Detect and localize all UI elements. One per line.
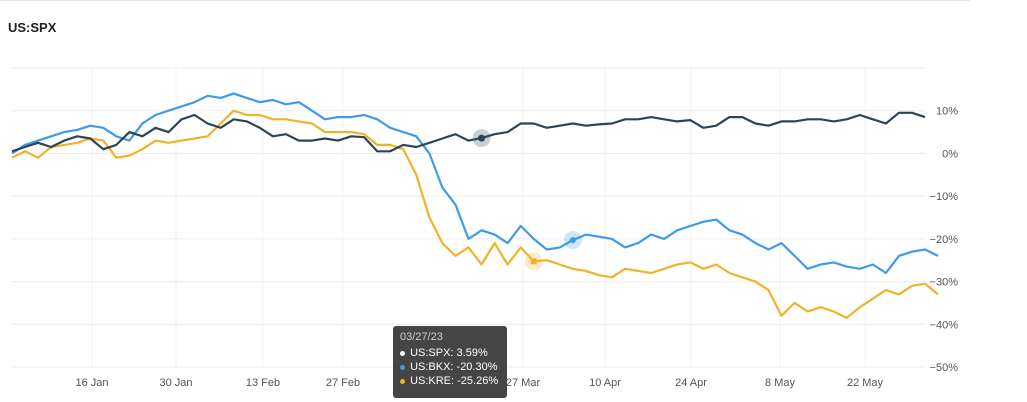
y-tick-label: −10% bbox=[930, 191, 959, 203]
x-tick-label: 30 Jan bbox=[159, 377, 192, 389]
x-tick-label: 27 Feb bbox=[326, 377, 360, 389]
x-tick-label: 8 May bbox=[765, 377, 795, 389]
y-tick-label: 0% bbox=[942, 148, 958, 160]
tooltip-value: 3.59% bbox=[456, 347, 488, 359]
series-line-us-kre bbox=[11, 109, 939, 319]
tooltip-row-kre: US:KRE: -25.26% bbox=[400, 374, 500, 388]
tooltip-value: -25.26% bbox=[457, 375, 499, 387]
tooltip-label: US:BKX: bbox=[410, 361, 454, 373]
tooltip-label: US:KRE: bbox=[410, 375, 455, 387]
tooltip-value: -20.30% bbox=[456, 361, 498, 373]
x-tick-label: 10 Apr bbox=[589, 377, 621, 389]
top-divider bbox=[0, 0, 970, 1]
y-tick-label: −40% bbox=[930, 319, 959, 331]
x-tick-label: 13 Feb bbox=[246, 377, 280, 389]
tooltip-label: US:SPX: bbox=[410, 347, 454, 359]
y-tick-label: 10% bbox=[936, 106, 958, 118]
chart-tooltip: 03/27/23 US:SPX: 3.59% US:BKX: -20.30% U… bbox=[393, 326, 507, 398]
tooltip-row-spx: US:SPX: 3.59% bbox=[400, 346, 500, 360]
chart-title: US:SPX bbox=[8, 20, 57, 35]
kre-dot-icon bbox=[400, 378, 405, 384]
x-tick-label: 24 Apr bbox=[675, 377, 707, 389]
x-axis-labels: 16 Jan 30 Jan 13 Feb 27 Feb 27 Mar 10 Apr 24 A… bbox=[75, 377, 883, 389]
x-tick-label: 22 May bbox=[847, 377, 884, 389]
tooltip-date: 03/27/23 bbox=[400, 331, 443, 343]
spx-dot-icon bbox=[400, 350, 405, 356]
kre-marker bbox=[530, 258, 537, 265]
x-tick-label: 27 Mar bbox=[506, 377, 541, 389]
series-lines bbox=[11, 92, 939, 319]
x-tick-label: 16 Jan bbox=[75, 377, 108, 389]
y-axis-labels: 10% 0% −10% −20% −30% −40% −50% bbox=[930, 106, 959, 374]
bkx-dot-icon bbox=[400, 364, 405, 370]
hover-markers bbox=[472, 129, 582, 271]
spx-marker bbox=[478, 134, 486, 142]
y-tick-label: −20% bbox=[930, 234, 959, 246]
bkx-marker bbox=[569, 237, 576, 244]
series-line-us-bkx bbox=[11, 92, 939, 275]
series-line-us-spx bbox=[11, 111, 926, 153]
y-tick-label: −30% bbox=[930, 277, 959, 289]
y-tick-label: −50% bbox=[930, 362, 959, 374]
gridlines bbox=[12, 67, 925, 368]
tooltip-row-bkx: US:BKX: -20.30% bbox=[400, 360, 500, 374]
